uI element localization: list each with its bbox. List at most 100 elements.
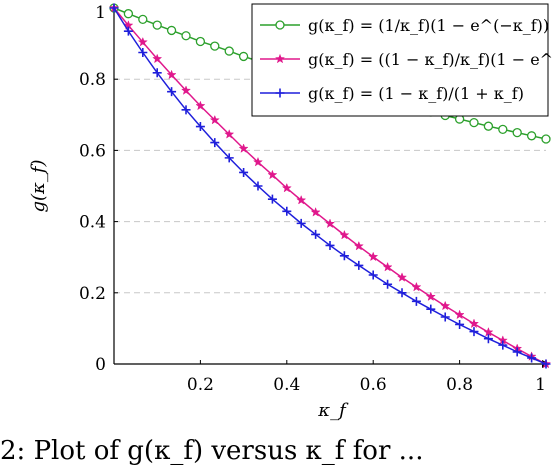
series-2-point-20 <box>397 288 407 298</box>
x-tick-label-2: 0.6 <box>360 375 387 395</box>
legend-label-1: g(κ_f) = ((1 − κ_f)/κ_f)(1 − e^(−κ_f)) <box>308 50 554 69</box>
series-1-point-6 <box>195 100 206 111</box>
series-1-point-12 <box>281 182 292 193</box>
y-tick-label-0: 0 <box>95 355 106 375</box>
series-1-point-13 <box>296 194 307 205</box>
series-layer <box>108 2 552 369</box>
series-1-point-2 <box>137 36 148 47</box>
y-tick-label-4: 0.8 <box>79 70 106 90</box>
series-1-point-25 <box>468 318 480 329</box>
series-0-point-9 <box>238 51 249 62</box>
series-0-point-25 <box>469 117 479 128</box>
legend-swatch-marker-0 <box>275 20 285 30</box>
legend-box <box>251 3 549 117</box>
x-tick-label-1: 0.4 <box>273 375 300 395</box>
series-1 <box>108 2 552 369</box>
x-axis-title: κ_f <box>317 400 349 421</box>
series-2-point-1 <box>123 26 133 36</box>
series-1-point-22 <box>425 291 436 302</box>
series-1-point-16 <box>339 229 350 240</box>
series-1-point-9 <box>238 143 249 153</box>
legend-swatch-marker-1 <box>274 53 286 64</box>
series-1-point-23 <box>440 300 451 311</box>
series-1-point-8 <box>224 129 235 139</box>
series-2-point-30 <box>541 359 551 369</box>
chart: 0.2 0.4 0.6 0.8 1 0 0.2 0.4 0.6 0.8 1 κ_f g(κ_f) g… <box>28 2 554 421</box>
x-tick-label-3: 0.8 <box>446 375 473 395</box>
series-2-point-22 <box>426 304 436 314</box>
legend: g(κ_f) = (1/κ_f)(1 − e^(−κ_f)) g(κ_f) = (… <box>251 3 554 117</box>
series-2-point-0 <box>109 3 119 13</box>
series-1-point-11 <box>267 169 278 180</box>
series-2-point-24 <box>455 319 465 329</box>
series-2-point-23 <box>440 312 450 322</box>
series-1-point-18 <box>368 251 379 262</box>
series-0-point-29 <box>526 131 537 141</box>
series-0-point-28 <box>512 127 522 138</box>
series-0-point-26 <box>483 121 494 131</box>
series-1-point-21 <box>411 281 422 292</box>
series-1-point-14 <box>310 207 321 217</box>
legend-label-2: g(κ_f) = (1 − κ_f)/(1 + κ_f) <box>308 84 524 103</box>
x-tick-label-0: 0.2 <box>187 375 214 395</box>
legend-item-2: g(κ_f) = (1 − κ_f)/(1 + κ_f) <box>260 84 524 103</box>
series-1-point-10 <box>252 156 264 167</box>
series-1-point-15 <box>324 218 336 229</box>
series-2-point-27 <box>498 340 508 350</box>
series-2-point-10 <box>253 181 263 191</box>
series-2-point-6 <box>195 122 205 132</box>
series-2-point-17 <box>354 260 364 270</box>
series-2-point-21 <box>411 296 421 306</box>
series-1-point-19 <box>382 261 393 272</box>
series-0-point-3 <box>152 20 162 30</box>
figure-caption: 2: Plot of g(κ_f) versus κ_f for ... <box>0 436 424 466</box>
series-2-point-26 <box>483 334 493 344</box>
legend-item-0: g(κ_f) = (1/κ_f)(1 − e^(−κ_f)) <box>260 16 549 35</box>
series-1-point-5 <box>180 85 192 95</box>
y-tick-label-1: 0.2 <box>79 284 106 304</box>
series-0-point-2 <box>138 14 148 25</box>
x-tick-label-4: 1 <box>535 375 546 395</box>
series-2-point-4 <box>167 87 177 97</box>
series-1-point-26 <box>483 326 494 337</box>
series-2-point-2 <box>138 48 148 57</box>
series-1-point-20 <box>396 272 408 282</box>
series-0-point-7 <box>210 41 220 51</box>
legend-item-1: g(κ_f) = ((1 − κ_f)/κ_f)(1 − e^(−κ_f)) <box>260 50 554 69</box>
series-1-point-4 <box>166 69 177 80</box>
series-0-point-27 <box>498 124 508 135</box>
series-2-point-7 <box>210 138 220 148</box>
series-2-point-18 <box>368 270 378 280</box>
y-tick-label-5: 1 <box>95 3 106 23</box>
y-tick-label-3: 0.6 <box>79 141 106 161</box>
series-0-point-4 <box>166 25 177 36</box>
series-2-point-25 <box>469 327 479 337</box>
series-0-point-5 <box>181 31 191 41</box>
series-2-point-8 <box>224 153 234 163</box>
legend-label-0: g(κ_f) = (1/κ_f)(1 − e^(−κ_f)) <box>308 16 549 35</box>
series-0-point-6 <box>195 36 206 47</box>
series-2-point-14 <box>311 229 321 239</box>
series-0-point-30 <box>541 134 551 144</box>
series-2-point-16 <box>339 251 349 261</box>
series-1-point-24 <box>454 309 465 320</box>
series-2-point-5 <box>181 105 191 115</box>
series-1-point-3 <box>152 53 163 64</box>
series-2-point-3 <box>152 68 162 78</box>
series-2-point-15 <box>325 240 335 250</box>
y-axis-title: g(κ_f) <box>28 159 49 212</box>
series-2-point-28 <box>512 347 522 357</box>
series-2 <box>109 3 551 369</box>
series-0-point-1 <box>123 9 134 19</box>
series-0-point-8 <box>224 46 234 56</box>
tick-labels: 0.2 0.4 0.6 0.8 1 0 0.2 0.4 0.6 0.8 1 <box>79 3 546 395</box>
series-2-point-29 <box>527 353 537 363</box>
series-2-point-13 <box>296 218 306 228</box>
series-2-point-12 <box>282 206 292 216</box>
series-2-point-9 <box>239 167 249 177</box>
series-2-point-11 <box>267 194 277 204</box>
legend-swatch-marker-2 <box>275 88 285 98</box>
y-tick-label-2: 0.4 <box>79 213 106 233</box>
series-2-point-19 <box>383 279 393 289</box>
series-1-point-7 <box>209 114 220 125</box>
